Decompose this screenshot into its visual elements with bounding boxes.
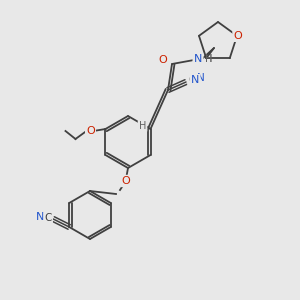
- Text: H: H: [139, 121, 146, 131]
- Text: N: N: [191, 75, 200, 85]
- Text: H: H: [205, 54, 212, 64]
- Text: H: H: [205, 54, 212, 64]
- Text: O: O: [86, 126, 95, 136]
- Text: O: O: [86, 126, 95, 136]
- Text: O: O: [234, 31, 242, 41]
- Text: O: O: [159, 55, 167, 65]
- Text: N: N: [194, 54, 202, 64]
- Text: C: C: [44, 212, 51, 222]
- Text: N: N: [36, 212, 44, 222]
- Text: N: N: [197, 73, 205, 83]
- Text: C: C: [188, 75, 196, 85]
- Text: H: H: [139, 121, 146, 131]
- Text: O: O: [122, 176, 130, 186]
- Text: N: N: [194, 54, 202, 64]
- Text: N: N: [36, 212, 44, 222]
- Text: O: O: [122, 176, 130, 186]
- Text: O: O: [159, 55, 167, 65]
- Text: N: N: [191, 75, 200, 85]
- Text: O: O: [234, 31, 242, 41]
- Text: C: C: [44, 213, 52, 223]
